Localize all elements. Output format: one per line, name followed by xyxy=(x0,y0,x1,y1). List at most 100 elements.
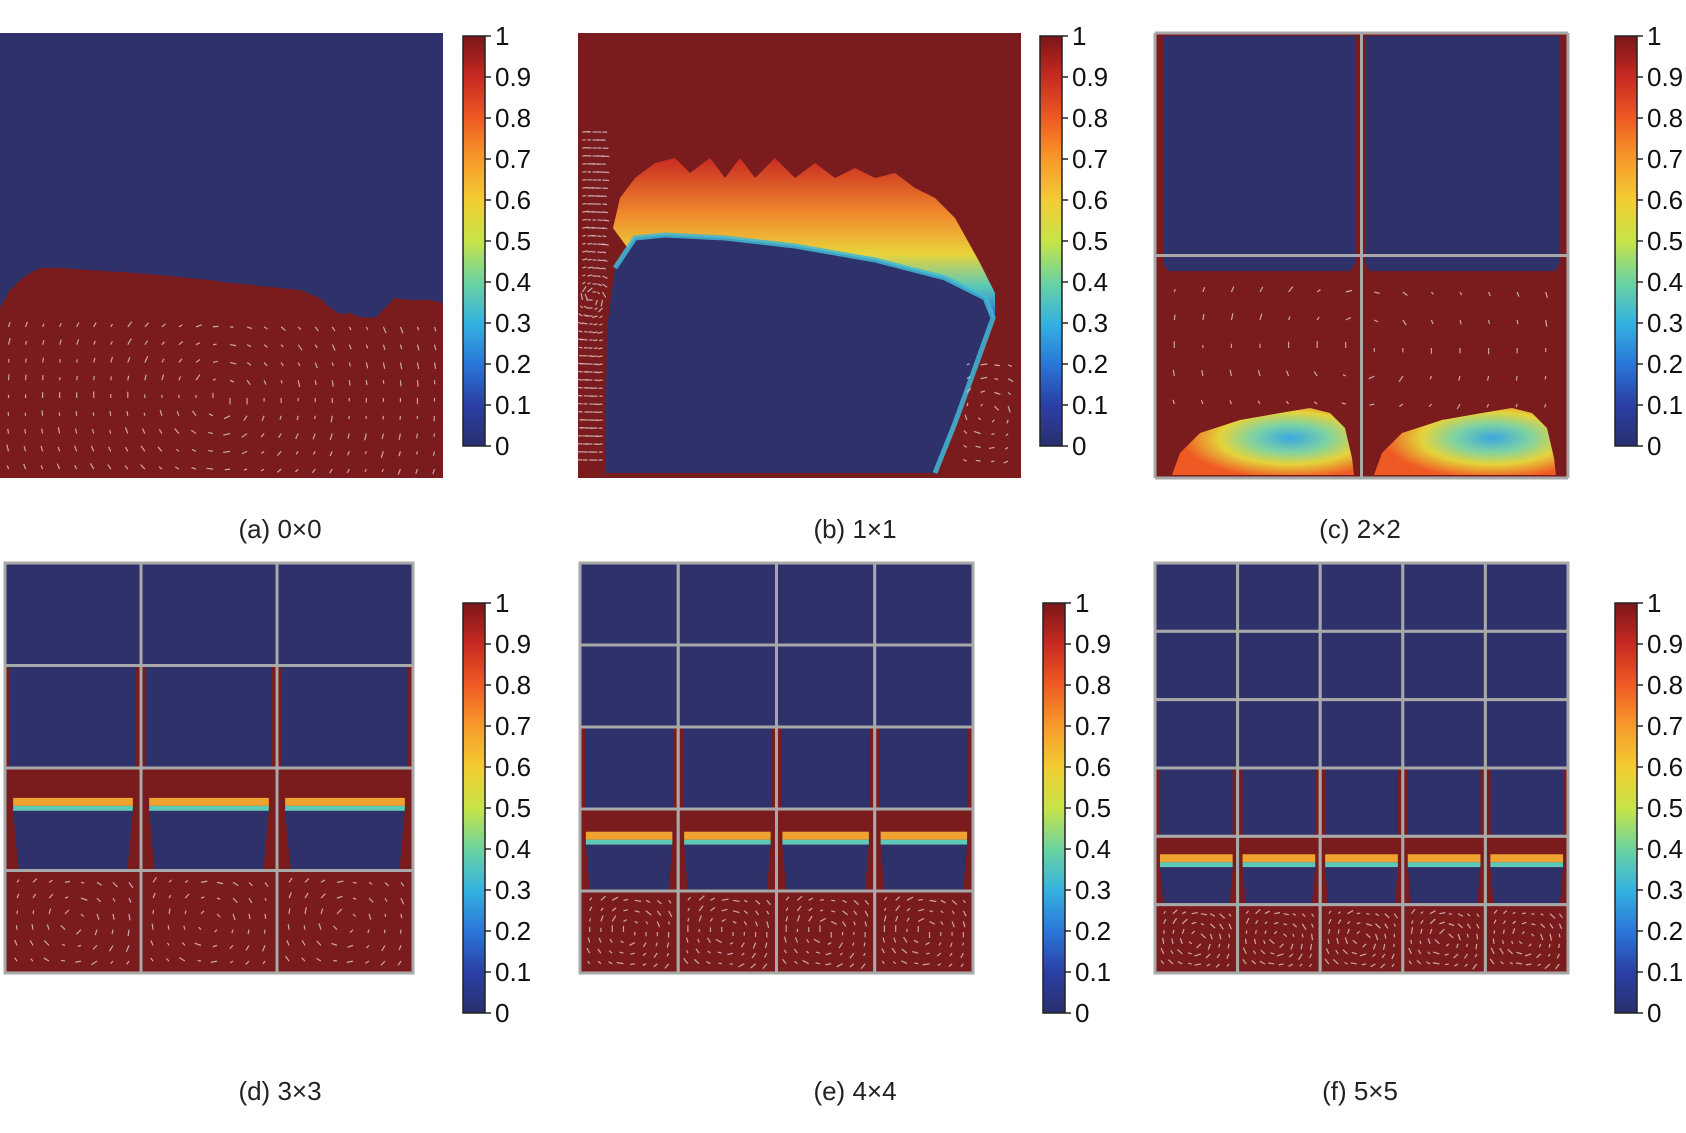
void-region xyxy=(1163,36,1355,271)
velocity-arrow xyxy=(243,468,248,471)
velocity-arrow xyxy=(918,908,925,912)
velocity-arrow xyxy=(398,433,401,440)
velocity-arrow xyxy=(60,924,66,931)
velocity-arrow xyxy=(948,963,953,967)
velocity-arrow xyxy=(602,227,608,230)
velocity-arrow xyxy=(314,380,317,386)
velocity-arrow xyxy=(1432,962,1440,965)
velocity-arrow xyxy=(245,960,250,965)
velocity-arrow xyxy=(208,449,214,452)
velocity-arrow xyxy=(64,896,69,899)
velocity-arrow xyxy=(329,433,333,441)
colorbar-tick-label: 0 xyxy=(1647,431,1661,461)
velocity-arrow xyxy=(303,925,306,930)
wall-film xyxy=(1237,768,1243,837)
velocity-arrow xyxy=(1257,370,1261,377)
velocity-arrow xyxy=(582,234,586,237)
velocity-arrow xyxy=(1525,963,1532,966)
colorbar-gradient xyxy=(462,35,486,447)
velocity-arrow xyxy=(208,413,214,417)
velocity-arrow xyxy=(1391,953,1395,960)
velocity-arrow xyxy=(1005,433,1009,437)
velocity-arrow xyxy=(127,375,130,381)
velocity-arrow xyxy=(695,948,700,954)
velocity-arrow xyxy=(15,925,18,930)
velocity-arrow xyxy=(1245,910,1249,915)
velocity-arrow xyxy=(1219,923,1224,930)
colorbar-tick-label: 0.6 xyxy=(1647,752,1683,782)
colorbar-tick-label: 0.1 xyxy=(495,390,531,420)
velocity-arrow xyxy=(278,433,282,439)
velocity-arrow xyxy=(980,363,988,366)
velocity-arrow xyxy=(46,924,50,930)
velocity-arrow xyxy=(246,379,251,385)
velocity-arrow xyxy=(1290,943,1294,950)
velocity-arrow xyxy=(1399,403,1404,408)
velocity-arrow xyxy=(582,266,587,269)
velocity-arrow xyxy=(1475,943,1478,950)
velocity-arrow xyxy=(1456,943,1459,949)
velocity-arrow xyxy=(1430,319,1434,325)
velocity-arrow xyxy=(30,958,34,962)
velocity-arrow xyxy=(642,942,647,948)
velocity-arrow xyxy=(825,963,832,966)
velocity-arrow xyxy=(329,468,333,474)
velocity-arrow xyxy=(634,920,639,924)
velocity-arrow xyxy=(1464,963,1468,967)
velocity-arrow xyxy=(1549,913,1556,919)
velocity-arrow xyxy=(229,344,237,347)
velocity-arrow xyxy=(1310,933,1314,941)
velocity-arrow xyxy=(1361,963,1367,966)
velocity-arrow xyxy=(1444,953,1449,956)
velocity-arrow xyxy=(1347,909,1354,915)
velocity-arrow xyxy=(1476,933,1479,940)
velocity-arrow xyxy=(96,897,102,903)
mixing-layer xyxy=(1242,854,1316,863)
interface-line xyxy=(612,232,996,474)
velocity-arrow xyxy=(602,275,608,279)
velocity-arrow xyxy=(600,907,604,912)
velocity-arrow xyxy=(1288,316,1291,321)
velocity-arrow xyxy=(582,258,588,261)
velocity-arrow xyxy=(1500,960,1504,965)
velocity-arrow xyxy=(150,940,154,946)
velocity-arrow xyxy=(381,468,384,473)
velocity-arrow xyxy=(1430,291,1434,295)
velocity-arrow xyxy=(41,374,44,381)
velocity-arrow xyxy=(32,910,35,914)
velocity-arrow xyxy=(23,446,27,452)
velocity-arrow xyxy=(964,414,968,421)
velocity-arrow xyxy=(1518,940,1523,945)
void-region xyxy=(1242,867,1316,905)
velocity-arrow xyxy=(229,379,235,383)
velocity-arrow xyxy=(864,921,867,927)
velocity-arrow xyxy=(1301,913,1306,917)
velocity-arrow xyxy=(216,897,221,900)
velocity-arrow xyxy=(14,939,18,946)
velocity-arrow xyxy=(1531,913,1535,915)
velocity-arrow xyxy=(1160,948,1165,955)
velocity-arrow xyxy=(331,362,334,366)
velocity-arrow xyxy=(1459,319,1462,325)
grid-line xyxy=(275,869,415,975)
velocity-arrow xyxy=(1173,288,1176,293)
velocity-arrow xyxy=(813,938,821,944)
velocity-arrow xyxy=(382,362,386,369)
void-region xyxy=(580,727,679,809)
velocity-arrow xyxy=(664,963,670,969)
panel-e: (e) 4×4 xyxy=(575,558,1135,1106)
velocity-arrow xyxy=(1384,923,1389,929)
velocity-arrow xyxy=(41,428,44,434)
velocity-arrow xyxy=(611,907,617,912)
colorbar-tick-label: 0.8 xyxy=(1647,670,1683,700)
colorbar-tick-label: 0.2 xyxy=(495,916,531,946)
velocity-arrow xyxy=(380,960,386,966)
velocity-arrow xyxy=(124,465,129,470)
cell xyxy=(1236,903,1322,975)
velocity-arrow xyxy=(195,374,201,381)
cell xyxy=(775,643,877,729)
colorbar-gradient xyxy=(1042,602,1066,1014)
velocity-arrow xyxy=(579,305,583,309)
mixing-layer xyxy=(585,839,673,845)
cell xyxy=(1401,834,1487,907)
